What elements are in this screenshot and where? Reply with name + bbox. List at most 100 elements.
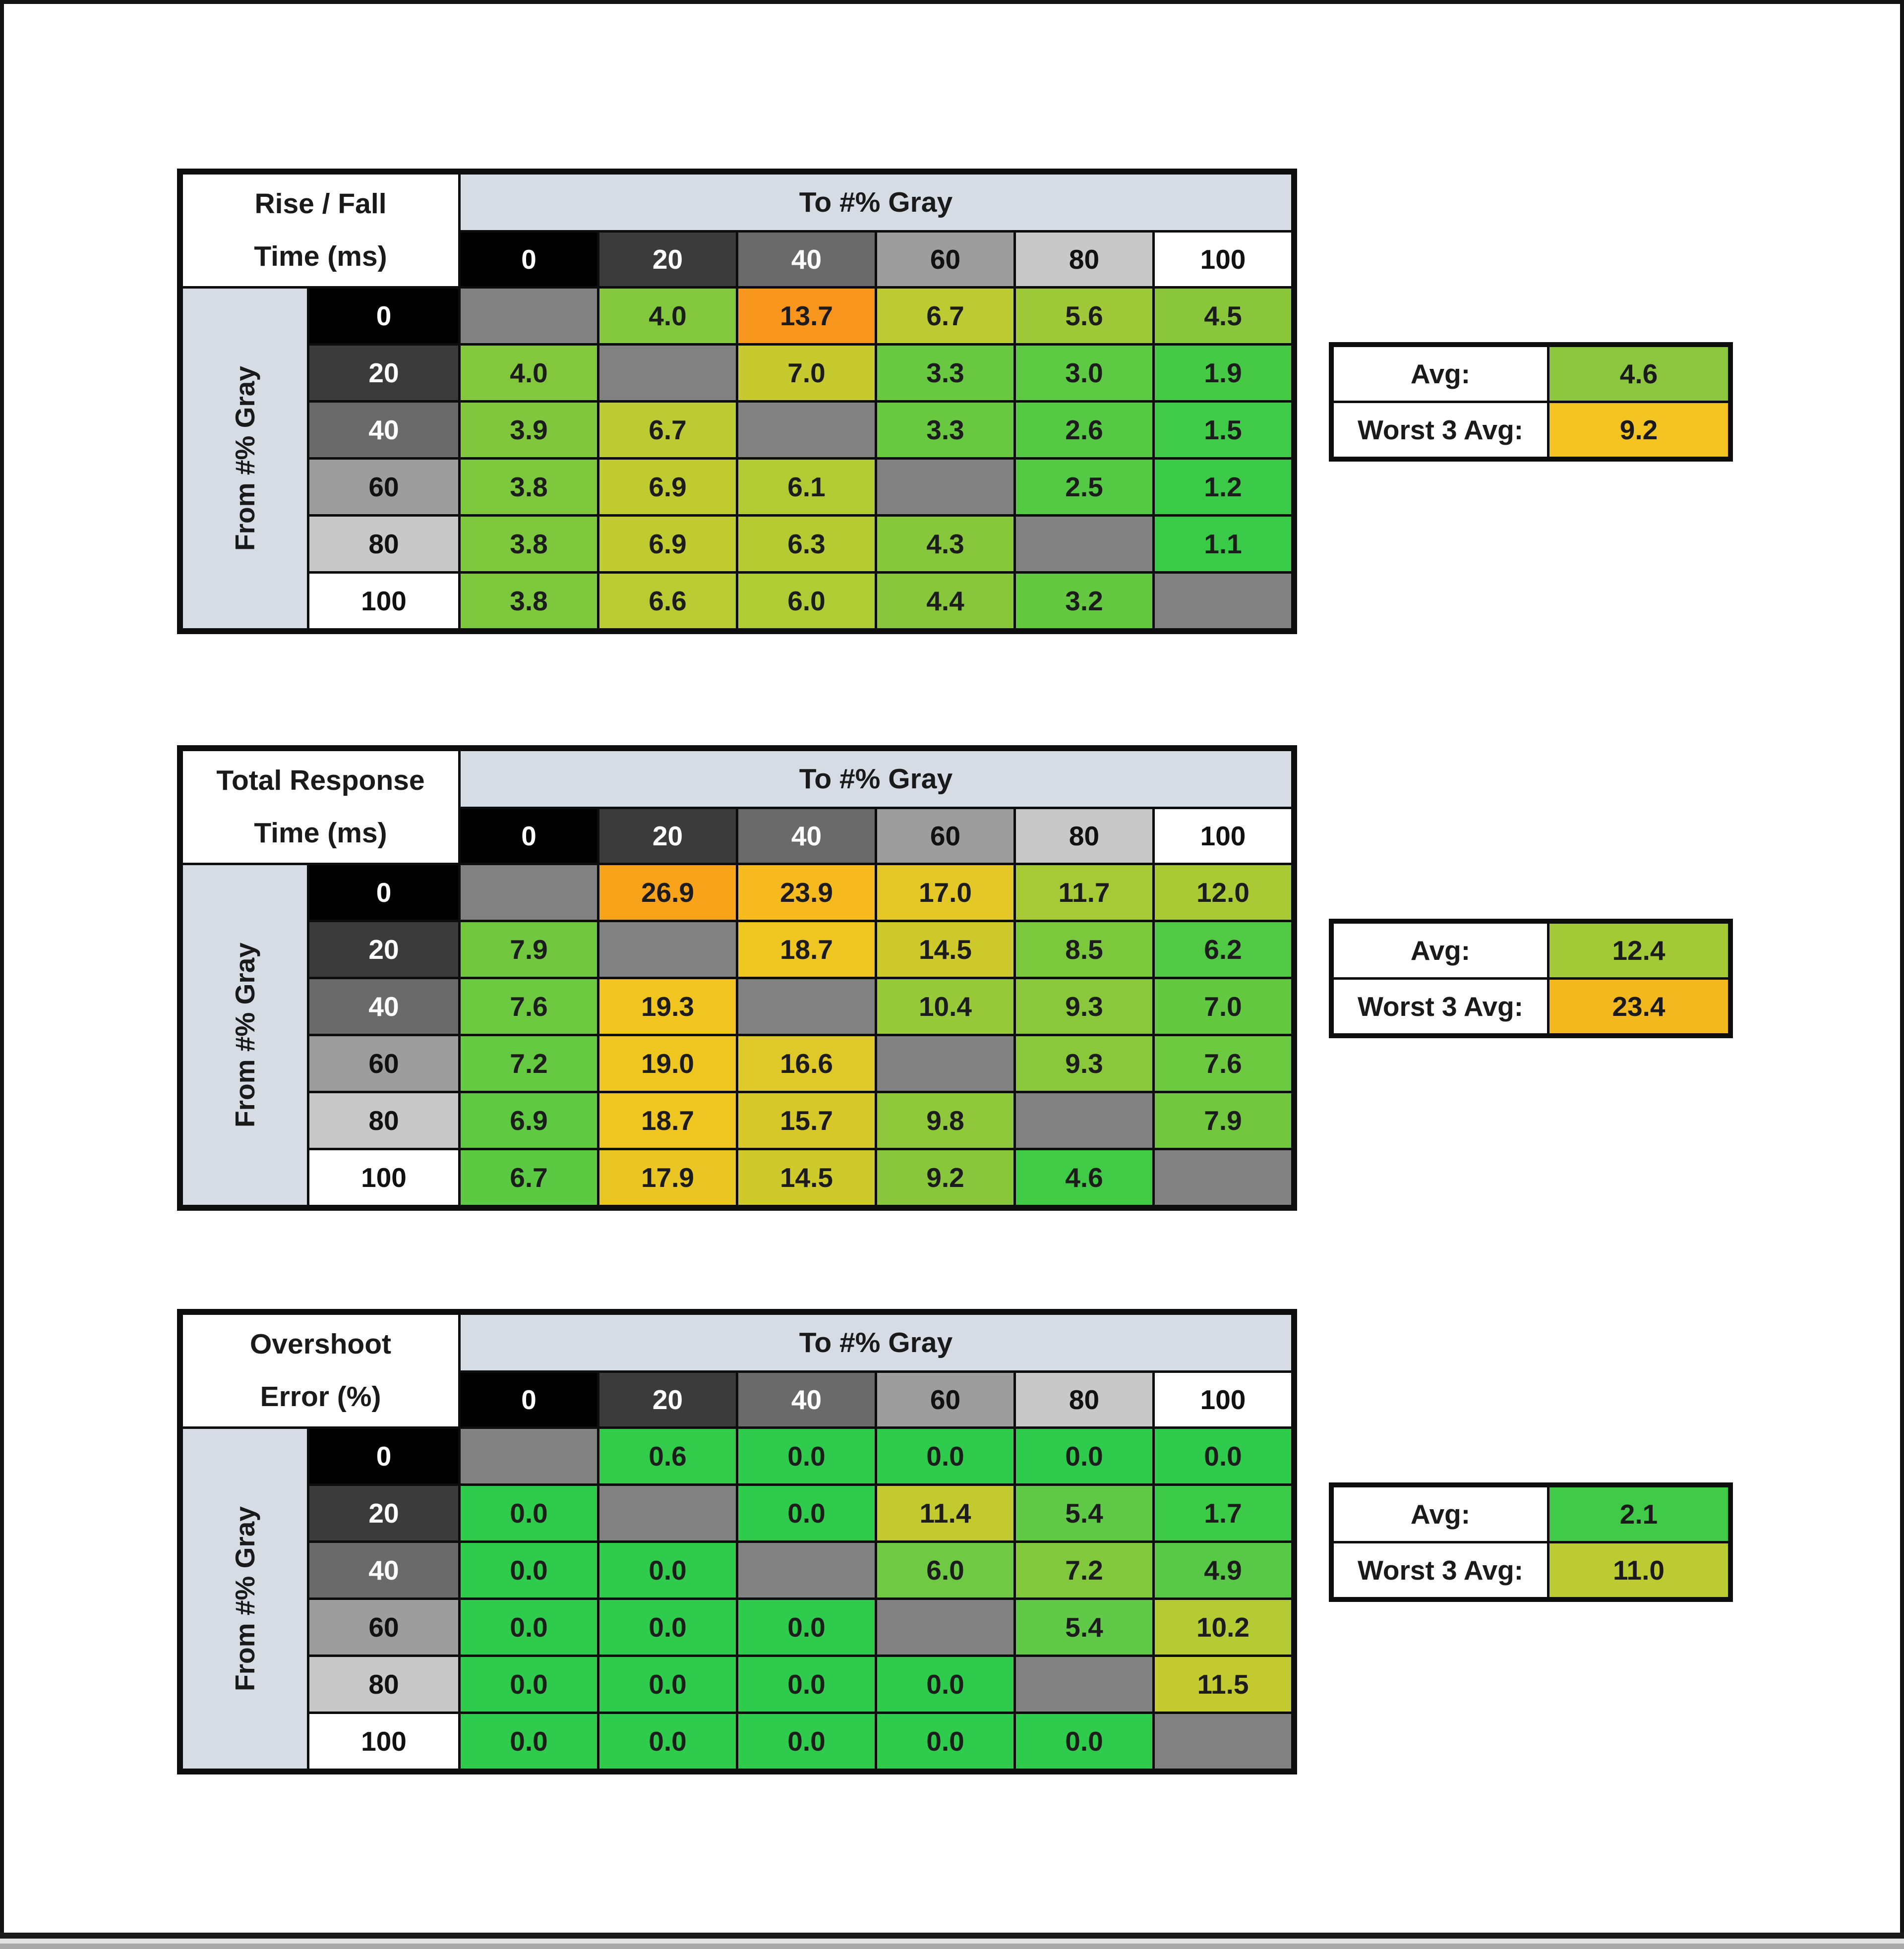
- data-cell: 11.7: [1016, 865, 1152, 920]
- avg-label: Avg:: [1334, 347, 1547, 401]
- data-cell: 19.0: [599, 1036, 736, 1091]
- worst3-label: Worst 3 Avg:: [1334, 403, 1547, 457]
- data-cell: 6.0: [877, 1543, 1013, 1597]
- x-axis-title: To #% Gray: [461, 175, 1291, 230]
- diagonal-cell: [1016, 1657, 1152, 1712]
- table-title: Rise / Fall Time (ms): [183, 175, 458, 286]
- bottom-edge-strip-dark: [0, 1944, 1904, 1949]
- table-title-line1: Rise / Fall: [254, 187, 387, 220]
- data-cell: 1.7: [1155, 1486, 1291, 1540]
- data-cell: 0.0: [599, 1657, 736, 1712]
- data-cell: 8.5: [1016, 922, 1152, 977]
- data-cell: 3.8: [461, 574, 597, 628]
- row-header-cell: 20: [309, 922, 458, 977]
- data-cell: 7.6: [1155, 1036, 1291, 1091]
- data-cell: 7.9: [461, 922, 597, 977]
- diagonal-cell: [738, 979, 875, 1034]
- diagonal-cell: [599, 1486, 736, 1540]
- col-header-cell: 40: [738, 1373, 875, 1426]
- total-response-summary-box: Avg: 12.4 Worst 3 Avg: 23.4: [1329, 919, 1733, 1038]
- data-cell: 7.6: [461, 979, 597, 1034]
- diagonal-cell: [599, 346, 736, 400]
- data-cell: 6.7: [877, 289, 1013, 343]
- row-header-cell: 20: [309, 346, 458, 400]
- data-cell: 5.4: [1016, 1486, 1152, 1540]
- row-header-cell: 40: [309, 979, 458, 1034]
- diagonal-cell: [877, 1600, 1013, 1654]
- col-header-cell: 60: [877, 233, 1013, 286]
- data-cell: 2.5: [1016, 460, 1152, 514]
- data-cell: 0.0: [461, 1543, 597, 1597]
- table-title: Overshoot Error (%): [183, 1315, 458, 1426]
- data-cell: 3.3: [877, 403, 1013, 457]
- row-header-cell: 40: [309, 1543, 458, 1597]
- data-cell: 0.0: [738, 1714, 875, 1769]
- data-cell: 4.0: [461, 346, 597, 400]
- diagonal-cell: [1155, 1150, 1291, 1205]
- bottom-edge-strip-light: [0, 1939, 1904, 1944]
- worst3-value: 9.2: [1549, 403, 1728, 457]
- row-header-cell: 80: [309, 517, 458, 571]
- diagonal-cell: [461, 1429, 597, 1483]
- row-header-cell: 100: [309, 574, 458, 628]
- col-header-cell: 100: [1155, 233, 1291, 286]
- data-cell: 0.0: [877, 1714, 1013, 1769]
- data-cell: 0.0: [738, 1657, 875, 1712]
- data-cell: 6.2: [1155, 922, 1291, 977]
- y-axis-title: From #% Gray: [183, 289, 307, 628]
- data-cell: 9.3: [1016, 979, 1152, 1034]
- data-cell: 12.0: [1155, 865, 1291, 920]
- data-cell: 5.6: [1016, 289, 1152, 343]
- avg-value: 2.1: [1549, 1487, 1728, 1541]
- data-cell: 17.0: [877, 865, 1013, 920]
- worst3-value: 11.0: [1549, 1543, 1728, 1597]
- data-cell: 0.0: [599, 1714, 736, 1769]
- data-cell: 6.9: [599, 460, 736, 514]
- data-cell: 3.8: [461, 460, 597, 514]
- data-cell: 6.6: [599, 574, 736, 628]
- data-cell: 6.7: [461, 1150, 597, 1205]
- row-header-cell: 60: [309, 1036, 458, 1091]
- row-header-cell: 100: [309, 1714, 458, 1769]
- data-cell: 17.9: [599, 1150, 736, 1205]
- data-cell: 3.9: [461, 403, 597, 457]
- row-header-cell: 20: [309, 1486, 458, 1540]
- col-header-cell: 20: [599, 1373, 736, 1426]
- row-header-cell: 80: [309, 1093, 458, 1148]
- avg-label: Avg:: [1334, 1487, 1547, 1541]
- col-header-cell: 20: [599, 233, 736, 286]
- y-axis-title: From #% Gray: [183, 1429, 307, 1769]
- data-cell: 0.0: [599, 1543, 736, 1597]
- data-cell: 2.6: [1016, 403, 1152, 457]
- diagonal-cell: [738, 403, 875, 457]
- data-cell: 0.0: [877, 1657, 1013, 1712]
- data-cell: 15.7: [738, 1093, 875, 1148]
- col-header-cell: 100: [1155, 809, 1291, 863]
- rise-fall-summary-box: Avg: 4.6 Worst 3 Avg: 9.2: [1329, 342, 1733, 462]
- data-cell: 7.2: [461, 1036, 597, 1091]
- col-header-cell: 100: [1155, 1373, 1291, 1426]
- col-header-cell: 0: [461, 233, 597, 286]
- data-cell: 4.0: [599, 289, 736, 343]
- diagonal-cell: [1155, 1714, 1291, 1769]
- col-header-cell: 40: [738, 809, 875, 863]
- row-header-cell: 80: [309, 1657, 458, 1712]
- data-cell: 9.8: [877, 1093, 1013, 1148]
- data-cell: 4.5: [1155, 289, 1291, 343]
- data-cell: 3.8: [461, 517, 597, 571]
- data-cell: 19.3: [599, 979, 736, 1034]
- table-title-line1: Overshoot: [249, 1328, 392, 1360]
- col-header-cell: 80: [1016, 809, 1152, 863]
- col-header-cell: 20: [599, 809, 736, 863]
- worst3-label: Worst 3 Avg:: [1334, 1543, 1547, 1597]
- row-header-cell: 0: [309, 1429, 458, 1483]
- worst3-value: 23.4: [1549, 980, 1728, 1033]
- data-cell: 16.6: [738, 1036, 875, 1091]
- data-cell: 13.7: [738, 289, 875, 343]
- data-cell: 1.2: [1155, 460, 1291, 514]
- data-cell: 9.3: [1016, 1036, 1152, 1091]
- data-cell: 1.5: [1155, 403, 1291, 457]
- data-cell: 0.0: [461, 1600, 597, 1654]
- data-cell: 0.6: [599, 1429, 736, 1483]
- table-title-line2: Time (ms): [254, 240, 387, 273]
